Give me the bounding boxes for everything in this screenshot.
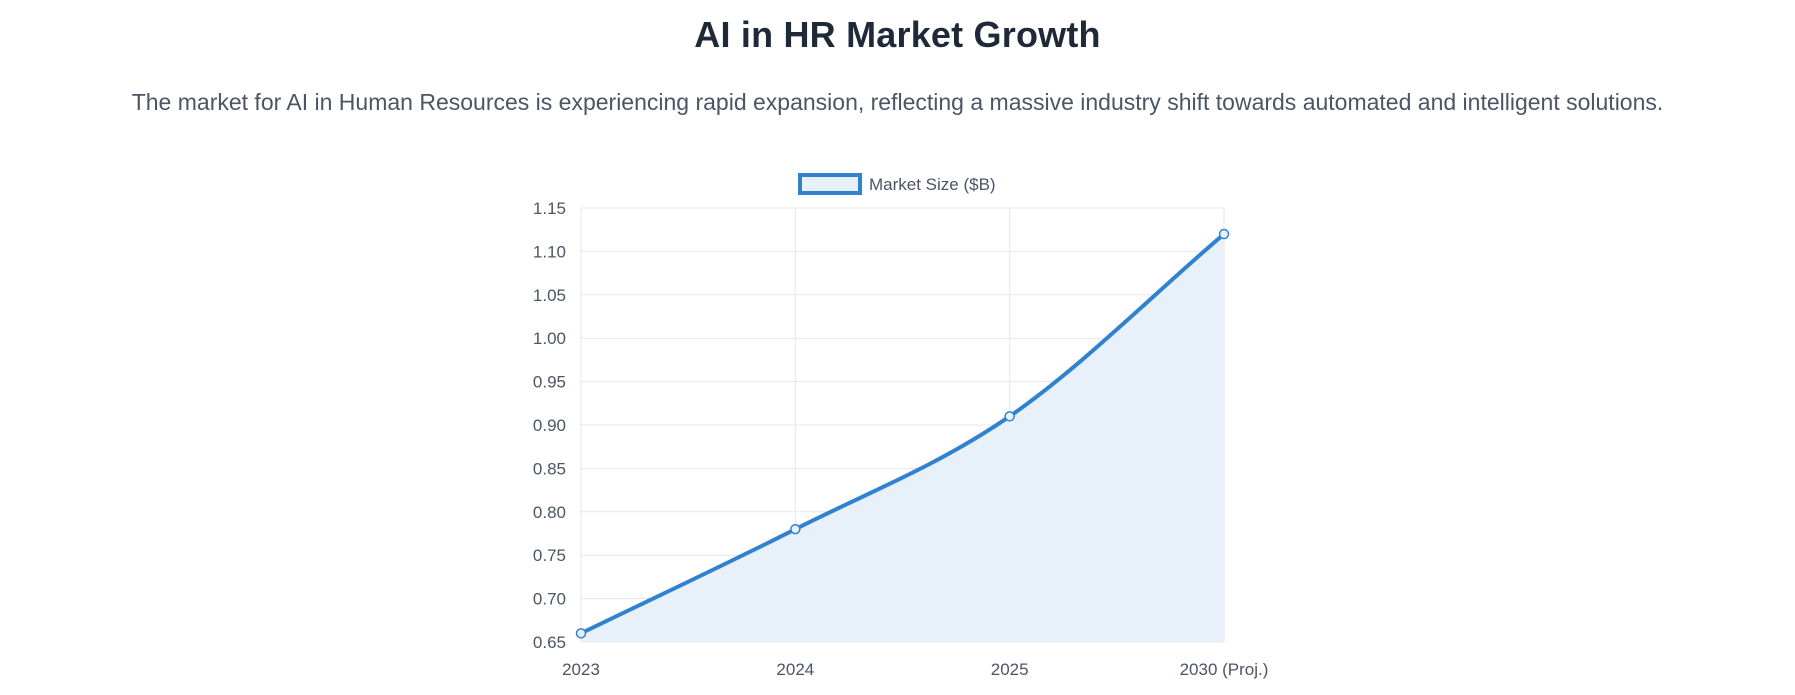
y-tick-label: 1.10 <box>533 242 566 261</box>
x-tick-label: 2030 (Proj.) <box>1180 660 1269 679</box>
data-point[interactable] <box>575 628 587 639</box>
x-axis-ticks: 2023 2024 2025 2030 (Proj.) <box>562 660 1268 679</box>
y-tick-label: 0.90 <box>533 416 566 435</box>
y-tick-label: 0.70 <box>533 590 566 609</box>
y-tick-label: 0.65 <box>533 633 566 652</box>
chart-line-layer <box>579 232 1226 636</box>
y-axis-ticks: 0.65 0.70 0.75 0.80 0.85 0.90 0.95 1.00 1.05 1.10… <box>533 199 566 652</box>
series-area <box>581 234 1224 643</box>
y-tick-label: 1.15 <box>533 199 566 218</box>
data-point[interactable] <box>1004 411 1015 422</box>
y-tick-label: 1.05 <box>533 286 566 305</box>
legend-swatch <box>798 173 862 195</box>
y-tick-label: 0.85 <box>533 459 566 478</box>
page-title: AI in HR Market Growth <box>694 14 1101 55</box>
page-subtitle: The market for AI in Human Resources is … <box>131 89 1664 115</box>
legend-label[interactable]: Market Size ($B) <box>869 175 996 194</box>
chart-legend[interactable]: Market Size ($B) <box>798 173 996 195</box>
y-tick-label: 0.80 <box>533 503 566 522</box>
x-tick-label: 2023 <box>562 660 600 679</box>
series-line <box>579 232 1226 636</box>
x-tick-label: 2025 <box>991 660 1029 679</box>
data-point[interactable] <box>790 523 801 535</box>
x-tick-label: 2024 <box>776 660 814 679</box>
y-tick-label: 0.75 <box>533 546 566 565</box>
chart-points <box>575 228 1230 639</box>
y-tick-label: 1.00 <box>533 329 566 348</box>
data-point[interactable] <box>1218 228 1230 240</box>
y-tick-label: 0.95 <box>533 373 566 392</box>
chart-area-layer <box>581 234 1224 643</box>
